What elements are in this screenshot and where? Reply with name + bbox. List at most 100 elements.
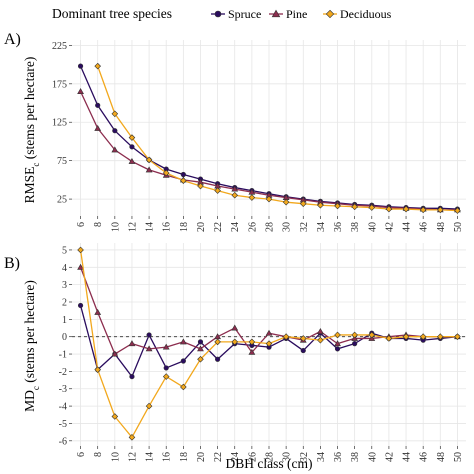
data-point-spruce [197,339,204,345]
data-point-deciduous [419,206,427,214]
y-axis-title-a-rest: (stems per hectare) [22,57,37,163]
series-line-deciduous [97,65,458,212]
x-tick-label: 6 [76,222,87,227]
y-tick-label: 2 [62,297,67,308]
data-point-pine [145,166,153,173]
data-point-pine [265,329,273,336]
data-point-spruce [334,346,341,352]
y-axis-title-b-sub: c [31,386,41,390]
data-point-deciduous [454,333,461,340]
data-point-pine [128,157,136,164]
x-tick-label: 12 [127,222,138,232]
x-tick-label: 16 [162,452,173,462]
data-point-deciduous [437,206,444,214]
data-point-deciduous [231,191,239,199]
data-point-pine [128,340,136,347]
data-point-deciduous [282,198,290,206]
data-point-spruce [352,341,358,347]
data-point-deciduous [351,331,358,339]
panel-label-b: B) [4,255,20,272]
data-point-pine [231,185,239,192]
x-tick-label: 30 [282,222,293,232]
data-point-spruce [215,356,221,362]
y-tick-label: -3 [59,384,67,395]
data-point-spruce [129,373,135,380]
x-tick-label: 26 [247,452,258,462]
data-point-deciduous [368,331,376,339]
data-point-spruce [180,171,186,178]
y-tick-label: 3 [62,280,67,291]
data-point-deciduous [317,336,324,344]
data-point-pine [94,124,102,131]
data-point-deciduous [368,204,376,211]
data-point-deciduous [180,177,187,184]
data-point-deciduous [145,402,153,410]
x-tick-label: 18 [179,452,190,462]
y-tick-label: 175 [52,79,67,90]
x-tick-label: 32 [299,452,310,462]
x-tick-label: 18 [179,222,190,232]
x-tick-label: 36 [333,452,344,462]
y-axis-title-a: RMSEc (stems per hectare) [22,57,41,204]
x-tick-label: 40 [367,222,378,232]
x-tick-label: 22 [213,452,224,462]
y-tick-label: 25 [57,195,67,206]
y-tick-label: -6 [59,436,67,447]
y-tick-label: -5 [59,419,67,430]
data-point-deciduous [214,338,221,346]
data-point-deciduous [248,338,256,346]
x-tick-label: 42 [384,452,395,462]
x-tick-label: 38 [350,452,361,462]
x-tick-label: 14 [145,222,156,232]
data-point-deciduous [454,207,461,214]
x-tick-label: 46 [419,452,430,462]
y-tick-label: -4 [59,402,67,413]
x-tick-label: 6 [76,452,87,457]
panel-label-a: A) [4,31,21,48]
data-point-deciduous [402,333,410,340]
data-point-deciduous [128,134,136,141]
x-tick-label: 50 [453,452,464,462]
legend-items: Spruce Pine Deciduous [211,7,392,21]
x-tick-label: 50 [453,222,464,232]
data-point-deciduous [351,203,358,211]
data-point-pine [316,328,324,334]
data-point-deciduous [402,205,410,213]
x-tick-label: 10 [110,452,121,462]
data-point-pine [197,345,204,352]
data-point-deciduous [197,355,204,363]
x-tick-label: 32 [299,222,310,232]
data-point-deciduous [299,335,307,342]
series-deciduous-a [94,62,461,214]
x-tick-label: 26 [247,222,258,232]
data-point-pine [77,88,84,94]
x-tick-label: 46 [419,222,430,232]
legend-entry-pine: Pine [286,7,307,21]
y-axis-title-a-main: RMSE [22,167,37,204]
x-tick-label: 28 [265,222,276,232]
data-point-spruce [77,302,84,309]
data-point-deciduous [419,333,427,340]
legend-entry-spruce: Spruce [228,7,261,21]
data-point-pine [179,338,187,345]
x-tick-label: 8 [93,222,104,227]
data-point-spruce [112,128,118,134]
x-tick-label: 20 [196,222,207,232]
x-tick-label: 16 [162,222,173,232]
data-point-deciduous [248,194,256,201]
data-point-deciduous [385,205,393,213]
data-point-pine [162,343,170,350]
x-tick-label: 12 [127,452,138,462]
x-tick-label: 44 [402,452,413,462]
data-point-pine [111,350,119,357]
y-tick-label: 75 [57,156,67,167]
data-point-deciduous [162,373,170,380]
data-point-deciduous [180,383,187,391]
x-tick-label: 40 [367,452,378,462]
series-deciduous-b [77,246,461,441]
y-tick-label: -2 [59,367,67,378]
y-tick-label: 5 [62,245,67,256]
data-point-deciduous [111,110,119,118]
data-point-spruce [163,365,169,371]
data-point-deciduous [111,413,119,420]
